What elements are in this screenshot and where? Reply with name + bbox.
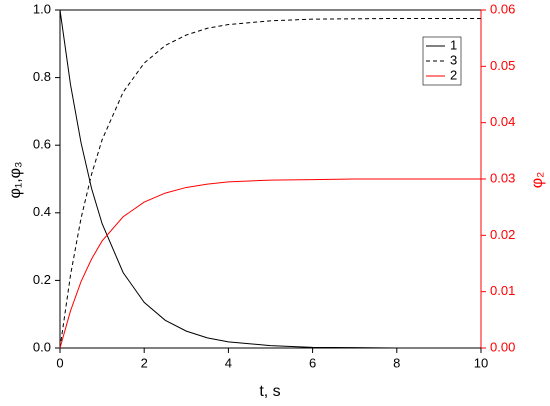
y-tick-label: 0.8 bbox=[33, 69, 51, 84]
y2-axis-label: φ₂ bbox=[529, 172, 546, 189]
legend-label: 3 bbox=[450, 52, 457, 67]
y2-tick-label: 0.06 bbox=[490, 1, 515, 16]
x-tick-label: 10 bbox=[474, 355, 488, 370]
y-tick-label: 0.2 bbox=[33, 272, 51, 287]
y2-tick-label: 0.04 bbox=[490, 114, 515, 129]
x-tick-label: 0 bbox=[56, 355, 63, 370]
x-tick-label: 4 bbox=[225, 355, 232, 370]
y-tick-label: 1.0 bbox=[33, 1, 51, 16]
y2-tick-label: 0.01 bbox=[490, 283, 515, 298]
y-axis-label: φ₁,φ₃ bbox=[7, 161, 24, 198]
y-tick-label: 0.0 bbox=[33, 339, 51, 354]
legend-label: 2 bbox=[450, 67, 457, 82]
series-line bbox=[59, 17, 481, 349]
x-tick-label: 6 bbox=[309, 355, 316, 370]
y2-tick-label: 0.03 bbox=[490, 170, 515, 185]
series-line bbox=[59, 178, 481, 349]
x-axis-label: t, s bbox=[259, 383, 280, 400]
y2-tick-label: 0.02 bbox=[490, 227, 515, 242]
series-line bbox=[59, 9, 481, 349]
x-tick-label: 8 bbox=[393, 355, 400, 370]
y2-tick-label: 0.05 bbox=[490, 58, 515, 73]
y2-tick-label: 0.00 bbox=[490, 339, 515, 354]
y-tick-label: 0.6 bbox=[33, 137, 51, 152]
legend-label: 1 bbox=[450, 37, 457, 52]
y-tick-label: 0.4 bbox=[33, 204, 51, 219]
x-tick-label: 2 bbox=[141, 355, 148, 370]
